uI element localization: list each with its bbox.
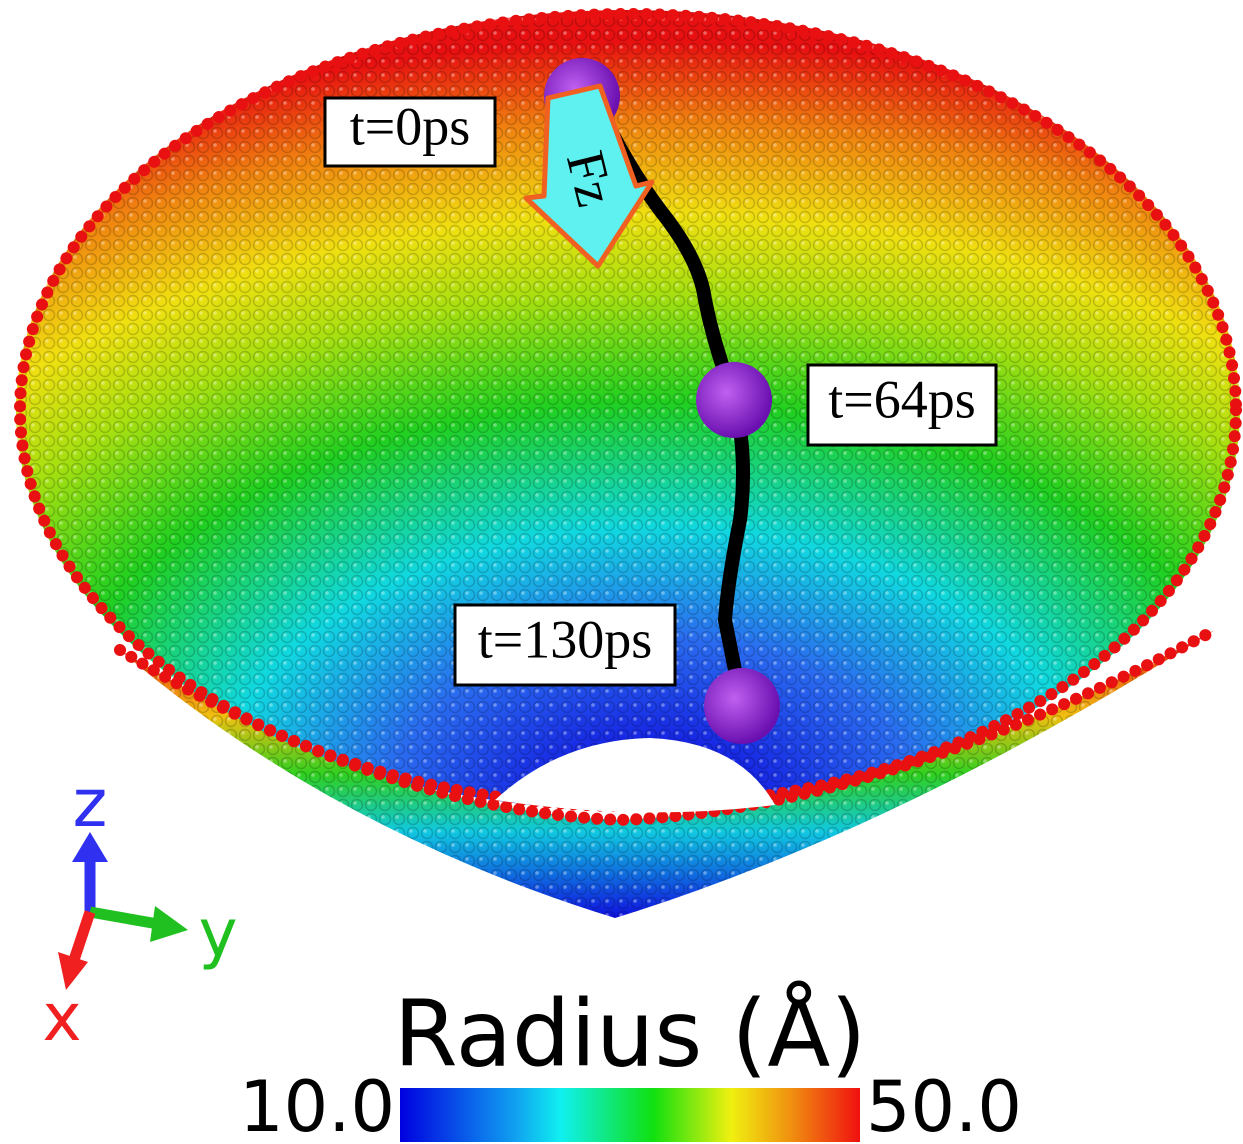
fullerene — [704, 668, 780, 744]
time-label: t=64ps — [828, 369, 975, 429]
colorbar-max: 50.0 — [866, 1066, 1022, 1144]
time-label: t=130ps — [478, 609, 652, 669]
colorbar-title: Radius (Å) — [394, 979, 866, 1087]
y-arrowhead — [150, 906, 188, 942]
x-axis — [74, 912, 90, 960]
y-label: y — [198, 895, 237, 972]
fullerene — [696, 362, 772, 438]
x-label: x — [42, 979, 81, 1056]
colorbar-min: 10.0 — [239, 1066, 395, 1144]
y-axis — [90, 912, 158, 924]
colorbar — [400, 1088, 860, 1142]
time-label: t=0ps — [350, 96, 470, 156]
visualization: Fz t=0ps t=64ps t=130ps z y x Radius (Å)… — [0, 0, 1243, 1144]
z-label: z — [73, 765, 108, 842]
